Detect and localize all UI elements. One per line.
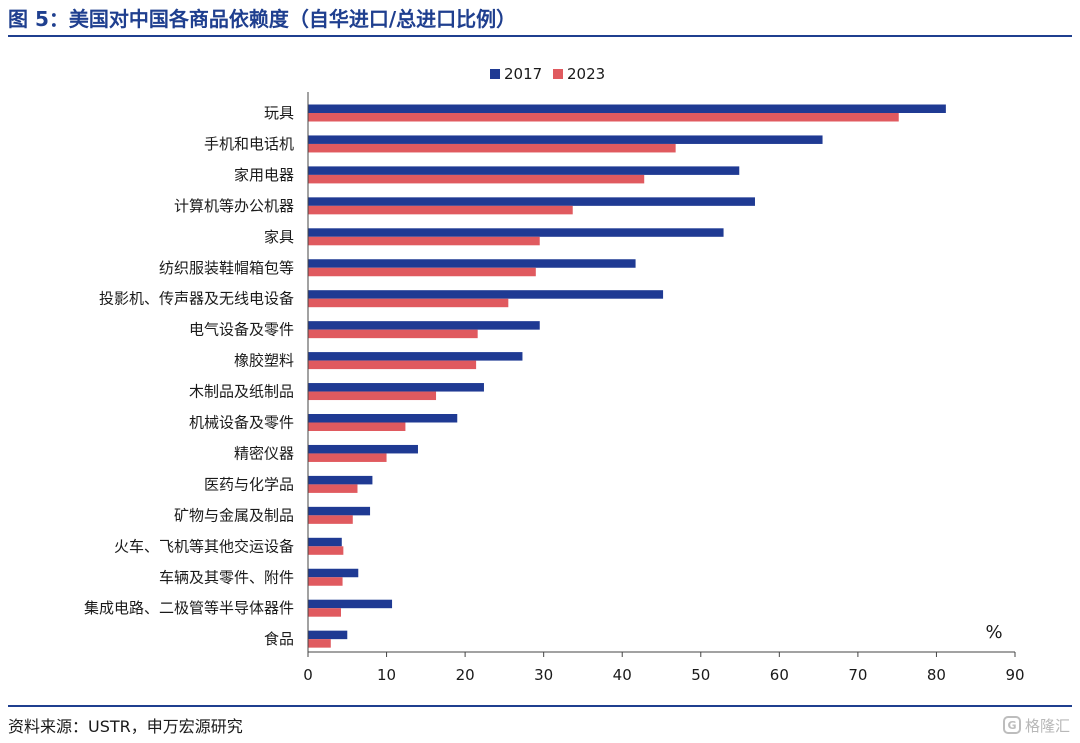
bar-2023 [308, 546, 344, 555]
x-tick-label: 0 [303, 666, 313, 684]
category-label: 矿物与金属及制品 [174, 506, 294, 524]
bar-2023 [308, 360, 477, 370]
bar-2017 [308, 599, 393, 609]
x-tick-label: 80 [927, 666, 946, 684]
category-label: 医药与化学品 [204, 475, 294, 493]
bar-2023 [308, 236, 540, 246]
x-tick-label: 70 [848, 666, 867, 684]
legend-swatch-2017 [490, 69, 500, 79]
bar-2023 [308, 453, 387, 462]
bar-2017 [308, 290, 664, 299]
bar-2017 [308, 166, 740, 175]
category-label: 家具 [264, 228, 294, 246]
bar-2017 [308, 383, 484, 392]
category-label: 车辆及其零件、附件 [159, 568, 294, 586]
bar-2023 [308, 515, 353, 524]
bar-2017 [308, 259, 636, 268]
bar-2023 [308, 577, 343, 586]
watermark: G 格隆汇 [1002, 712, 1070, 738]
bar-2017 [308, 537, 342, 547]
category-label: 玩具 [264, 104, 294, 122]
bar-2023 [308, 422, 406, 431]
bar-2023 [308, 298, 509, 308]
bar-2017 [308, 104, 946, 113]
x-tick-label: 40 [613, 666, 632, 684]
source-note: 资料来源：USTR，申万宏源研究 [8, 717, 243, 736]
x-tick-label: 50 [691, 666, 710, 684]
legend-swatch-2023 [553, 69, 563, 79]
bar-2023 [308, 329, 478, 339]
category-label: 投影机、传声器及无线电设备 [99, 290, 294, 308]
category-label: 集成电路、二极管等半导体器件 [84, 599, 294, 617]
bar-2023 [308, 391, 437, 401]
category-label: 橡胶塑料 [234, 352, 294, 370]
bar-2017 [308, 414, 458, 423]
bar-2023 [308, 484, 358, 493]
x-tick-label: 10 [377, 666, 396, 684]
category-label: 手机和电话机 [204, 135, 294, 153]
x-tick-label: 90 [1005, 666, 1024, 684]
bar-2017 [308, 228, 724, 237]
chart-title: 图 5：美国对中国各商品依赖度（自华进口/总进口比例） [8, 7, 517, 31]
x-tick-label: 30 [534, 666, 553, 684]
title-divider [8, 35, 1072, 37]
category-label: 机械设备及零件 [189, 414, 294, 432]
bar-2017 [308, 352, 523, 361]
category-label: 计算机等办公机器 [174, 197, 294, 215]
bar-2017 [308, 506, 371, 516]
category-label: 家用电器 [234, 166, 294, 184]
category-label: 火车、飞机等其他交运设备 [114, 537, 294, 555]
bar-2023 [308, 267, 536, 277]
watermark-logo-icon: G [1002, 716, 1021, 734]
category-label: 食品 [264, 630, 294, 648]
bar-2017 [308, 475, 373, 485]
bar-2017 [308, 444, 418, 454]
bar-2017 [308, 568, 359, 578]
bar-2017 [308, 630, 348, 640]
bar-chart: 2017 2023 玩具手机和电话机家用电器计算机等办公机器家具纺织服装鞋帽箱包等投… [84, 65, 1025, 684]
category-label: 木制品及纸制品 [189, 383, 294, 401]
footer-divider [8, 705, 1072, 707]
category-label: 纺织服装鞋帽箱包等 [159, 259, 294, 277]
bar-2023 [308, 143, 676, 153]
x-tick-label: 60 [770, 666, 789, 684]
x-tick-label: 20 [456, 666, 475, 684]
bar-2023 [308, 639, 331, 648]
bar-2023 [308, 205, 573, 215]
legend-label-2017: 2017 [504, 65, 542, 83]
legend-label-2023: 2023 [567, 65, 605, 83]
bar-2017 [308, 321, 540, 330]
category-label: 精密仪器 [234, 444, 294, 462]
bar-2023 [308, 608, 341, 617]
bar-2017 [308, 135, 823, 144]
watermark-text: 格隆汇 [1024, 716, 1070, 735]
category-label: 电气设备及零件 [189, 321, 294, 339]
bar-2023 [308, 174, 645, 184]
unit-label: % [985, 622, 1002, 643]
bar-2023 [308, 113, 899, 122]
bar-2017 [308, 197, 755, 206]
